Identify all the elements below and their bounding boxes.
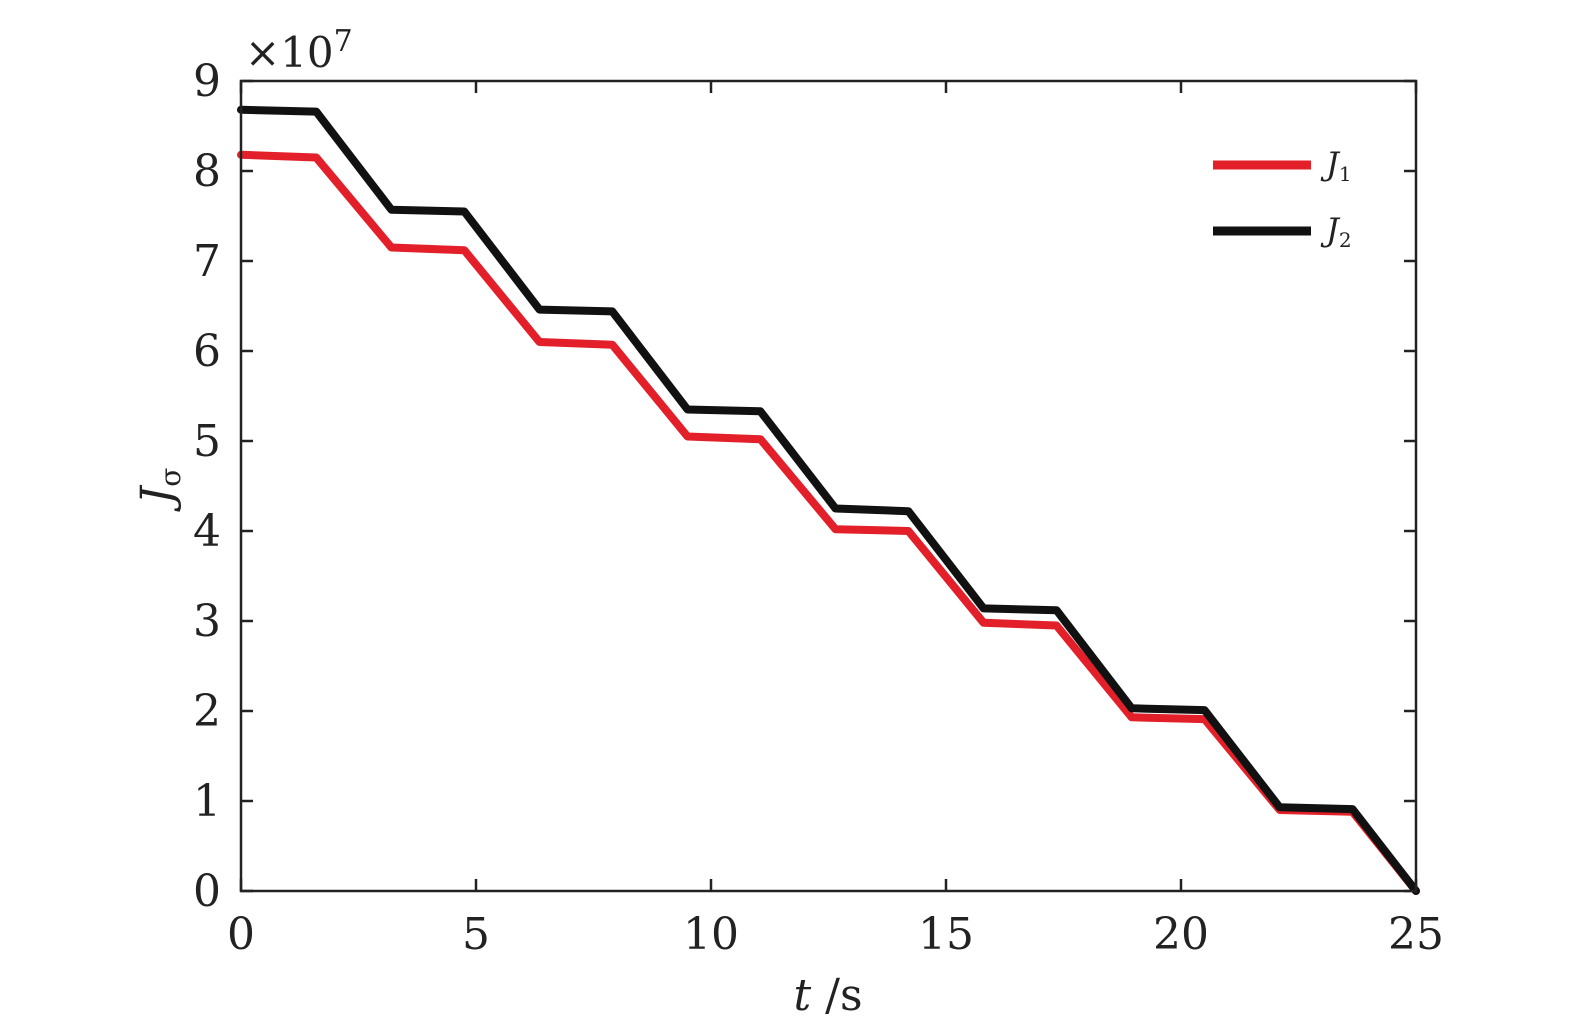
plot-area-frame — [239, 79, 1418, 893]
y-axis-sub: σ — [154, 468, 187, 487]
y-tick-label-6: 6 — [193, 326, 221, 377]
exponent-base: ×10 — [245, 28, 334, 77]
exponent-label: ×107 — [245, 24, 353, 77]
y-tick-label-3: 3 — [193, 596, 221, 647]
legend-label-j2: J2 — [1320, 211, 1352, 252]
legend-sub-j1: 1 — [1339, 162, 1352, 186]
x-tick-label-15: 15 — [918, 909, 974, 960]
series-layer — [237, 105, 1420, 895]
x-tick-label-0: 0 — [227, 909, 255, 960]
x-tick-label-5: 5 — [462, 909, 490, 960]
exponent-power: 7 — [334, 24, 353, 59]
legend: J1 J2 — [1213, 145, 1352, 252]
series-line-j2 — [237, 105, 1420, 895]
y-tick-label-2: 2 — [193, 686, 221, 737]
legend-sub-j2: 2 — [1339, 228, 1352, 252]
tick-layer: 0 5 10 15 20 25 0 1 2 3 4 5 6 7 8 9 — [193, 56, 1444, 960]
y-tick-label-4: 4 — [193, 506, 221, 557]
y-tick-label-1: 1 — [193, 776, 221, 827]
x-axis-label: t /s — [793, 970, 862, 1021]
x-tick-label-10: 10 — [683, 909, 739, 960]
y-tick-label-9: 9 — [193, 56, 221, 107]
x-tick-label-20: 20 — [1153, 909, 1209, 960]
y-tick-label-8: 8 — [193, 146, 221, 197]
legend-name-j2: J — [1320, 211, 1341, 249]
legend-label-j1: J1 — [1320, 145, 1352, 186]
legend-name-j1: J — [1320, 145, 1341, 183]
y-axis-var: J — [132, 484, 183, 512]
series-line-j1 — [237, 150, 1420, 895]
x-tick-label-25: 25 — [1388, 909, 1444, 960]
y-axis-label: Jσ — [132, 468, 187, 513]
y-tick-label-5: 5 — [193, 416, 221, 467]
y-tick-label-0: 0 — [193, 866, 221, 917]
x-axis-unit: /s — [811, 970, 862, 1021]
x-axis-var: t — [793, 970, 811, 1021]
y-tick-label-7: 7 — [193, 236, 221, 287]
